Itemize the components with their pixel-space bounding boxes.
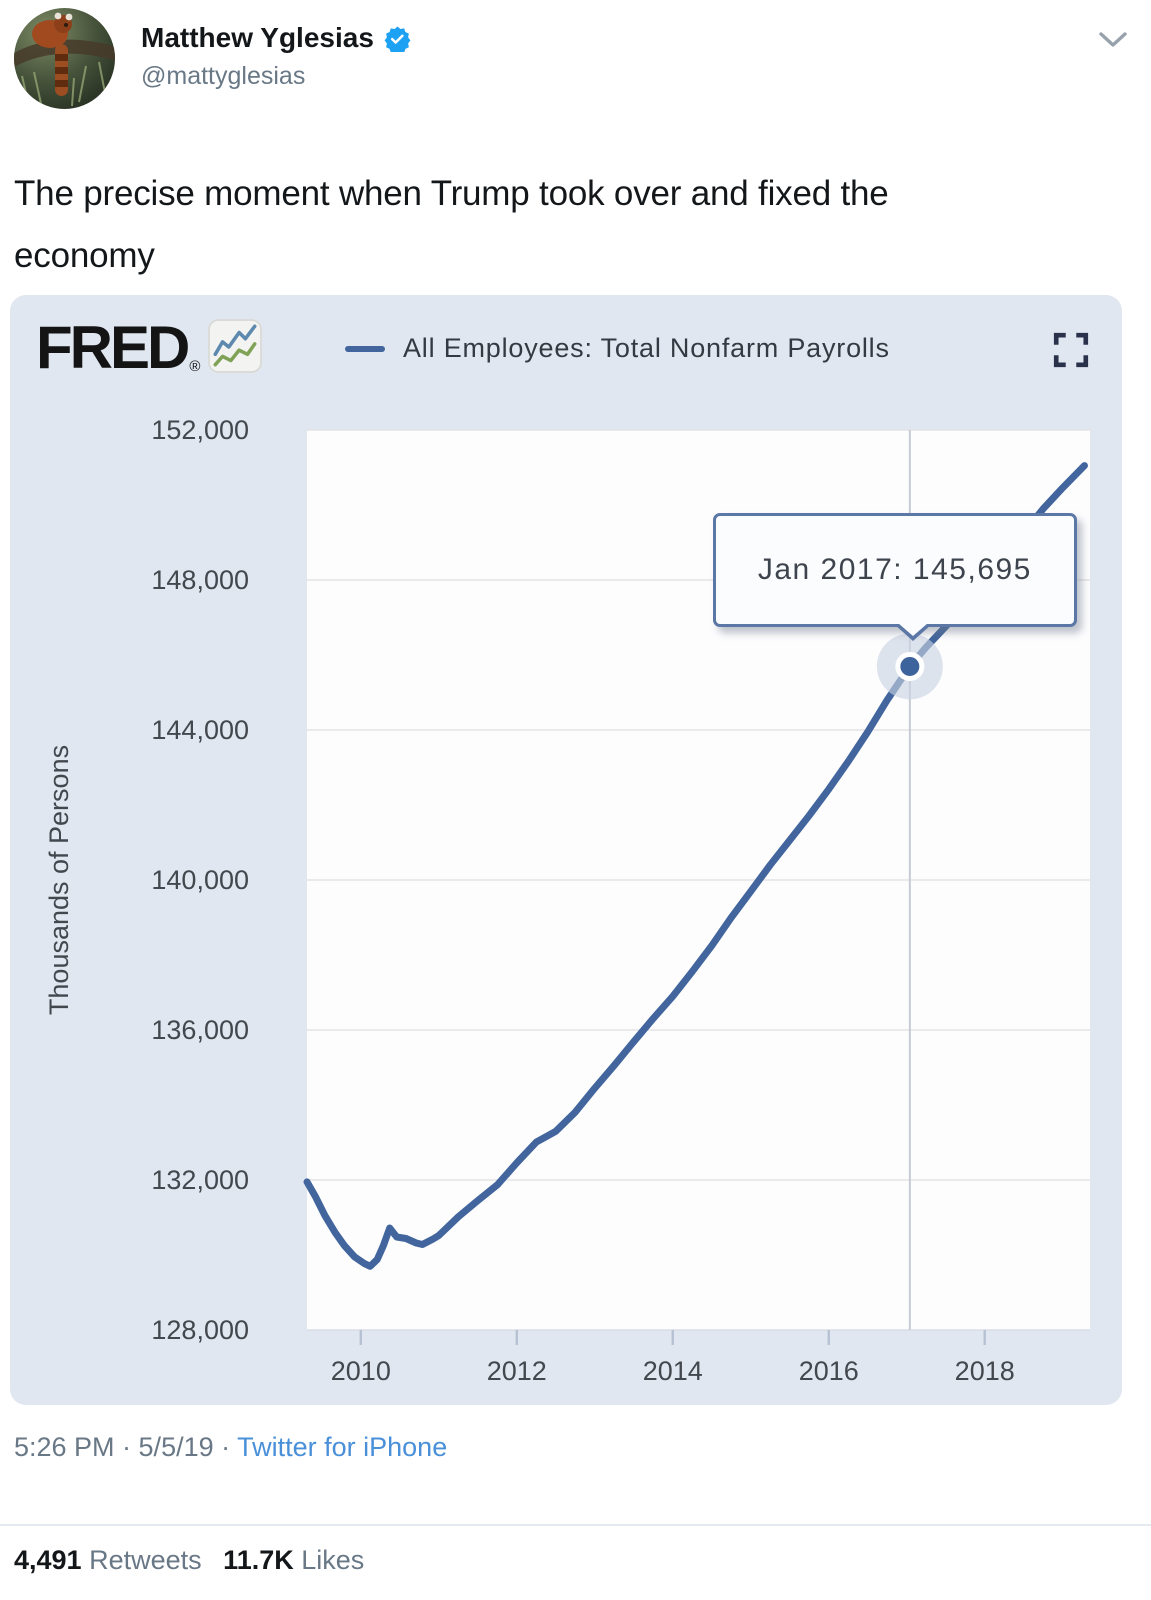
tooltip-arrow-fill: [897, 623, 928, 637]
y-tick-label: 128,000: [151, 1315, 249, 1345]
y-tick-label: 132,000: [151, 1165, 249, 1195]
likes-stat[interactable]: 11.7K Likes: [223, 1545, 365, 1575]
y-tick-label: 144,000: [151, 715, 249, 745]
tweet-text: The precise moment when Trump took over …: [14, 174, 889, 275]
y-tick-label: 152,000: [151, 415, 249, 445]
red-panda-photo: [14, 8, 115, 109]
marker-dot: [900, 656, 920, 676]
legend-line-swatch: [345, 345, 385, 352]
retweets-stat[interactable]: 4,491 Retweets: [14, 1545, 202, 1575]
y-tick-label: 136,000: [151, 1015, 249, 1045]
x-tick-label: 2012: [487, 1356, 547, 1386]
registered-mark: ®: [189, 358, 201, 375]
tweet-stats: 4,491 Retweets 11.7K Likes: [14, 1545, 378, 1576]
x-tick-label: 2016: [799, 1356, 859, 1386]
fred-chart-card[interactable]: 2010 2012 2014 2016 2018 128,000 132,000 136,00…: [10, 295, 1122, 1405]
y-axis-title: Thousands of Persons: [44, 745, 74, 1015]
fred-brand-text: FRED: [36, 314, 190, 381]
timestamp: 5:26 PM · 5/5/19 ·: [14, 1432, 231, 1462]
source-link[interactable]: Twitter for iPhone: [237, 1432, 448, 1462]
author-name[interactable]: Matthew Yglesias: [141, 22, 374, 53]
chart-legend: All Employees: Total Nonfarm Payrolls: [345, 333, 890, 364]
tooltip-label: Jan 2017: 145,695: [757, 553, 1032, 587]
line-chart-icon: [208, 319, 263, 373]
legend-label: All Employees: Total Nonfarm Payrolls: [403, 333, 890, 363]
y-tick-label: 148,000: [151, 565, 249, 595]
payrolls-line-chart: 2010 2012 2014 2016 2018 128,000 132,000 136,00…: [44, 415, 1090, 1386]
verified-badge-icon: [384, 25, 411, 52]
x-tick-label: 2014: [643, 1356, 703, 1386]
author-block: Matthew Yglesias @mattyglesias: [141, 22, 411, 91]
x-tick-label: 2018: [955, 1356, 1015, 1386]
tweet-meta: 5:26 PM · 5/5/19 · Twitter for iPhone: [14, 1432, 447, 1463]
x-tick-label: 2010: [331, 1356, 391, 1386]
y-tick-label: 140,000: [151, 865, 249, 895]
chart-tooltip: Jan 2017: 145,695: [712, 513, 1077, 642]
avatar[interactable]: [14, 8, 115, 109]
chevron-down-icon[interactable]: [1097, 30, 1129, 50]
fullscreen-icon[interactable]: [1052, 331, 1090, 369]
author-handle[interactable]: @mattyglesias: [141, 62, 306, 90]
fred-logo: FRED ®: [36, 314, 263, 381]
divider: [0, 1524, 1151, 1526]
